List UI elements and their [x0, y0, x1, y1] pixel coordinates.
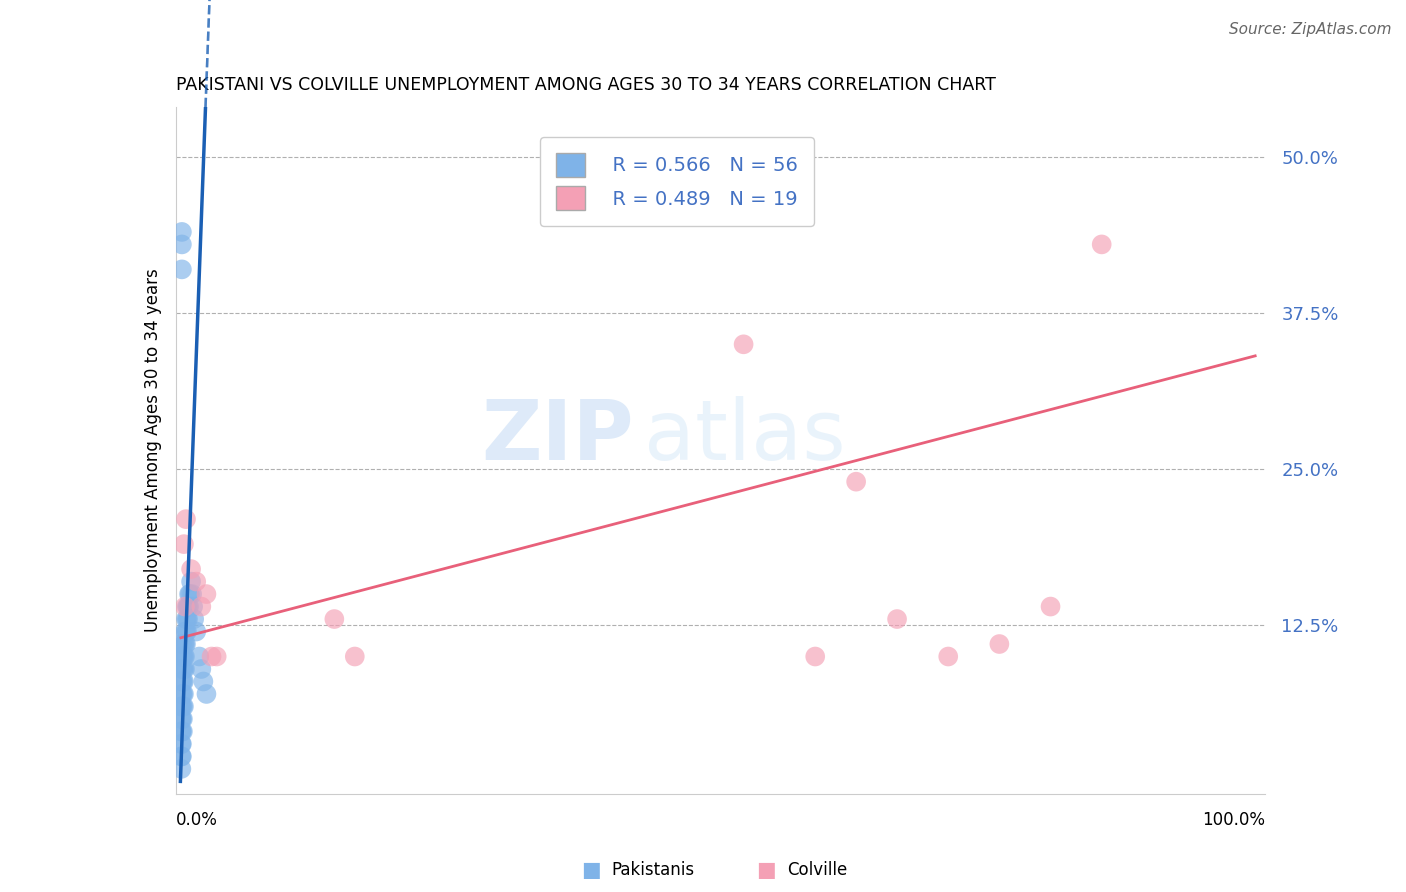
Point: [323, 612, 346, 626]
Text: ■: ■: [581, 860, 600, 880]
Point: [886, 612, 908, 626]
Point: [181, 587, 204, 601]
Point: [170, 712, 193, 726]
Point: [181, 599, 204, 614]
Point: [172, 662, 194, 676]
Point: [176, 599, 198, 614]
Text: ZIP: ZIP: [481, 396, 633, 477]
Point: [173, 662, 195, 676]
Legend:   R = 0.566   N = 56,   R = 0.489   N = 19: R = 0.566 N = 56, R = 0.489 N = 19: [540, 137, 814, 226]
Text: atlas: atlas: [644, 396, 846, 477]
Point: [172, 649, 194, 664]
Point: [179, 587, 201, 601]
Point: [170, 225, 193, 239]
Point: [176, 612, 198, 626]
Point: [174, 612, 197, 626]
Point: [170, 749, 193, 764]
Point: [174, 599, 197, 614]
Point: [170, 712, 193, 726]
Point: [733, 337, 755, 351]
Point: [170, 737, 193, 751]
Point: [804, 649, 827, 664]
Point: [170, 262, 193, 277]
Point: [173, 537, 195, 551]
Point: [343, 649, 366, 664]
Text: Pakistanis: Pakistanis: [612, 861, 695, 879]
Point: [170, 687, 193, 701]
Point: [180, 574, 202, 589]
Point: [205, 649, 228, 664]
Point: [988, 637, 1011, 651]
Text: ■: ■: [756, 860, 776, 880]
Point: [172, 699, 194, 714]
Point: [177, 612, 200, 626]
Y-axis label: Unemployment Among Ages 30 to 34 years: Unemployment Among Ages 30 to 34 years: [143, 268, 162, 632]
Point: [173, 649, 195, 664]
Point: [936, 649, 959, 664]
Text: 0.0%: 0.0%: [176, 811, 218, 829]
Point: [174, 512, 197, 526]
Point: [174, 624, 197, 639]
Point: [190, 662, 212, 676]
Point: [170, 762, 193, 776]
Point: [176, 624, 198, 639]
Point: [195, 687, 218, 701]
Point: [173, 699, 195, 714]
Point: [170, 699, 193, 714]
Point: [170, 724, 193, 739]
Point: [170, 749, 193, 764]
Text: Colville: Colville: [787, 861, 848, 879]
Point: [174, 637, 197, 651]
Point: [174, 624, 197, 639]
Point: [172, 687, 194, 701]
Text: 100.0%: 100.0%: [1202, 811, 1265, 829]
Point: [173, 637, 195, 651]
Point: [177, 599, 200, 614]
Point: [177, 587, 200, 601]
Point: [200, 649, 222, 664]
Point: [186, 574, 208, 589]
Point: [188, 649, 211, 664]
Point: [170, 699, 193, 714]
Point: [174, 649, 197, 664]
Point: [172, 724, 194, 739]
Point: [845, 475, 868, 489]
Point: [183, 612, 205, 626]
Point: [174, 637, 197, 651]
Point: [170, 662, 193, 676]
Point: [170, 724, 193, 739]
Point: [172, 674, 194, 689]
Point: [195, 587, 218, 601]
Point: [186, 624, 208, 639]
Point: [173, 674, 195, 689]
Point: [170, 237, 193, 252]
Text: Source: ZipAtlas.com: Source: ZipAtlas.com: [1229, 22, 1392, 37]
Point: [170, 674, 193, 689]
Point: [170, 737, 193, 751]
Text: PAKISTANI VS COLVILLE UNEMPLOYMENT AMONG AGES 30 TO 34 YEARS CORRELATION CHART: PAKISTANI VS COLVILLE UNEMPLOYMENT AMONG…: [176, 77, 995, 95]
Point: [1091, 237, 1114, 252]
Point: [170, 637, 193, 651]
Point: [170, 649, 193, 664]
Point: [173, 687, 195, 701]
Point: [180, 562, 202, 576]
Point: [190, 599, 212, 614]
Point: [193, 674, 215, 689]
Point: [177, 599, 200, 614]
Point: [172, 712, 194, 726]
Point: [1039, 599, 1062, 614]
Point: [174, 662, 197, 676]
